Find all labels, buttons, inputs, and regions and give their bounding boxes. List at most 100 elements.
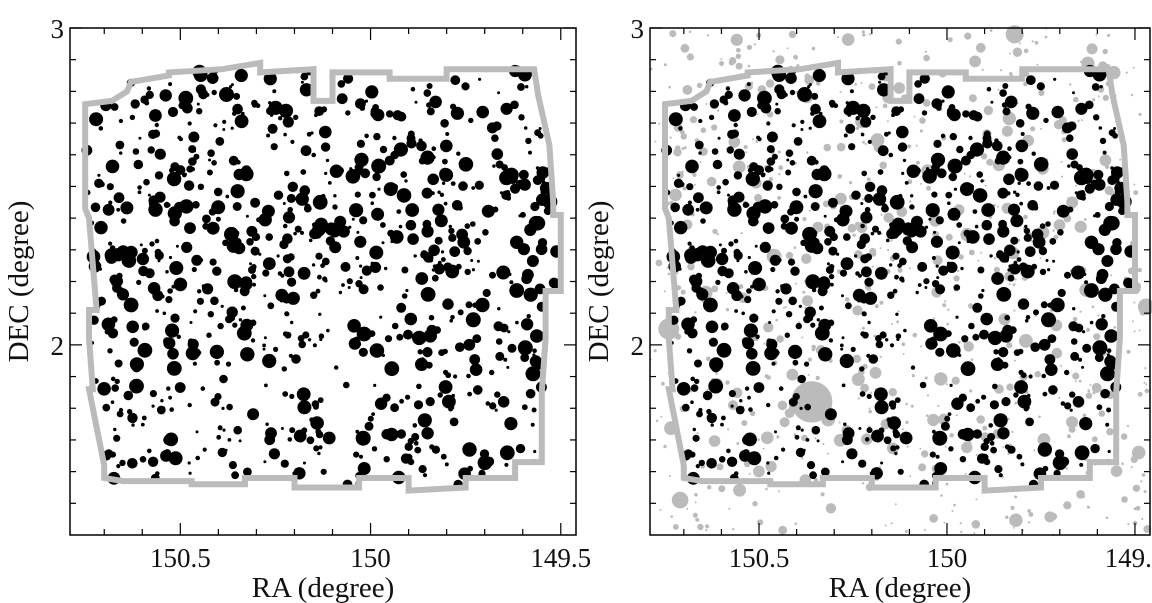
source-point	[766, 145, 775, 154]
source-point	[794, 216, 800, 222]
source-point	[322, 431, 336, 445]
source-point	[1068, 321, 1079, 332]
mask-point	[744, 82, 753, 91]
source-point	[766, 338, 773, 345]
mask-point	[1132, 66, 1135, 69]
source-point	[877, 72, 886, 81]
mask-point	[855, 126, 860, 131]
source-point	[233, 92, 241, 100]
source-point	[972, 429, 982, 439]
source-point	[214, 393, 222, 401]
source-point	[700, 218, 706, 224]
mask-point	[975, 498, 978, 501]
mask-point	[804, 306, 807, 309]
mask-point	[1052, 229, 1055, 232]
source-point	[324, 278, 328, 283]
mask-point	[655, 419, 659, 423]
source-point	[681, 403, 690, 412]
source-point	[762, 180, 773, 191]
mask-point	[663, 444, 667, 449]
source-point	[993, 273, 1000, 280]
source-point	[434, 236, 443, 245]
source-point	[1031, 228, 1044, 241]
source-point	[106, 183, 114, 191]
source-point	[355, 256, 360, 260]
mask-point	[901, 342, 906, 347]
source-point	[793, 137, 803, 146]
source-point	[317, 397, 324, 403]
source-point	[497, 396, 510, 408]
source-point	[941, 85, 955, 99]
source-point	[696, 410, 703, 418]
source-point	[755, 334, 760, 339]
source-point	[431, 274, 439, 282]
source-point	[508, 272, 512, 276]
mask-point	[687, 262, 695, 271]
source-point	[989, 440, 995, 446]
mask-point	[811, 46, 816, 51]
source-point	[140, 422, 145, 427]
source-point	[961, 335, 969, 343]
source-point	[325, 158, 330, 163]
source-point	[811, 92, 819, 100]
mask-point	[727, 428, 730, 431]
mask-point	[922, 99, 931, 107]
source-point	[251, 232, 261, 242]
source-point	[282, 331, 289, 337]
source-point	[869, 471, 874, 476]
source-point	[282, 116, 294, 128]
mask-point	[1060, 160, 1063, 163]
source-point	[1020, 132, 1025, 136]
mask-point	[1091, 382, 1102, 393]
source-point	[318, 445, 323, 450]
source-point	[379, 315, 383, 319]
mask-point	[940, 494, 943, 497]
mask-point	[944, 300, 947, 303]
mask-point	[689, 116, 698, 124]
source-point	[281, 366, 287, 372]
source-point	[933, 326, 948, 342]
source-point	[116, 207, 121, 212]
mask-point	[893, 82, 905, 94]
source-point	[358, 284, 369, 295]
mask-point	[778, 525, 788, 535]
mask-point	[778, 490, 781, 493]
source-point	[355, 429, 360, 434]
source-point	[798, 304, 803, 308]
source-point	[864, 437, 870, 442]
source-point	[311, 263, 316, 267]
mask-point	[1145, 383, 1148, 386]
source-point	[429, 95, 442, 109]
mask-point	[958, 340, 961, 344]
mask-point	[953, 503, 956, 507]
source-point	[794, 434, 800, 440]
mask-point	[777, 150, 781, 154]
mask-point	[1079, 310, 1082, 313]
source-point	[280, 427, 284, 430]
source-point	[266, 106, 275, 116]
source-point	[202, 447, 207, 452]
mask-point	[906, 445, 909, 448]
source-point	[1004, 314, 1010, 321]
source-point	[982, 138, 993, 149]
source-point	[730, 404, 734, 408]
mask-point	[919, 117, 926, 124]
source-point	[733, 148, 745, 160]
source-point	[1123, 277, 1134, 289]
source-point	[1024, 319, 1029, 323]
source-point	[1013, 392, 1019, 398]
mask-point	[905, 402, 908, 406]
source-point	[230, 83, 234, 87]
mask-point	[680, 133, 687, 140]
source-point	[212, 266, 222, 276]
source-point	[839, 343, 844, 348]
mask-point	[659, 508, 662, 511]
source-point	[265, 427, 277, 440]
source-point	[252, 282, 256, 287]
source-point	[275, 191, 282, 198]
source-point	[1060, 401, 1066, 406]
source-point	[792, 359, 799, 366]
mask-point	[1121, 496, 1128, 503]
mask-point	[1053, 234, 1059, 240]
mask-point	[654, 140, 657, 143]
